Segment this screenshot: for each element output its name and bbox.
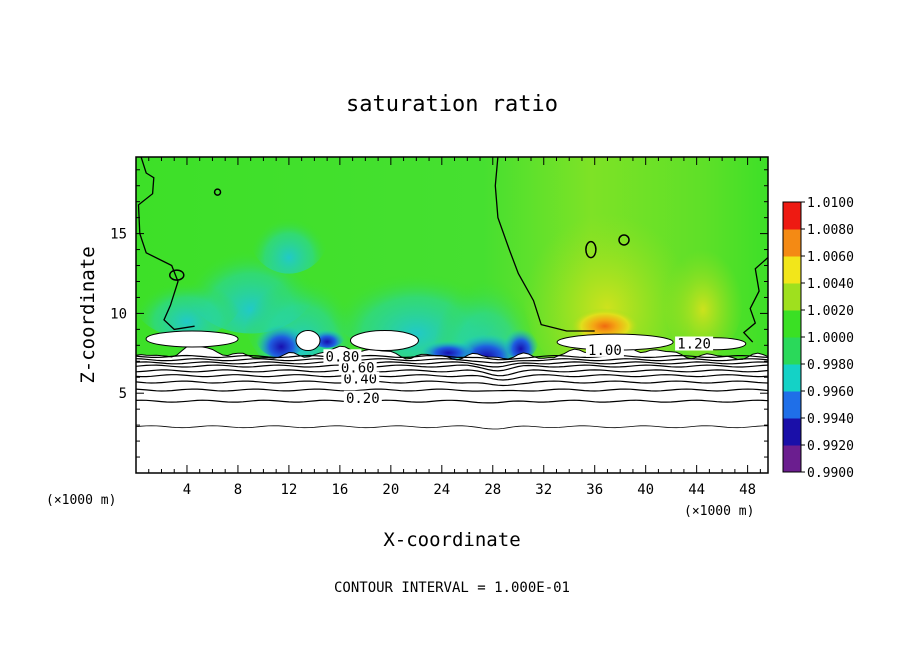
contour-label: 1.00 <box>588 343 622 359</box>
y-tick-label: 10 <box>110 306 127 322</box>
y-tick-label: 5 <box>119 386 127 402</box>
contour-line <box>136 388 768 392</box>
colorbar-band <box>783 364 801 392</box>
contour-line <box>136 358 768 364</box>
colorbar-label: 0.9940 <box>807 412 854 427</box>
z-unit-label: (×1000 m) <box>46 493 116 508</box>
out-of-range-patch <box>349 330 419 352</box>
contour-label: 0.60 <box>341 360 375 376</box>
contour-line <box>136 361 768 368</box>
colorbar-label: 0.9920 <box>807 439 854 454</box>
low-saturation-region <box>248 193 329 274</box>
contour-line <box>213 188 222 196</box>
x-tick-label: 44 <box>688 482 705 498</box>
contour-line <box>136 374 768 381</box>
very-low-saturation-region <box>255 313 308 358</box>
heatmap-field: 0.20 0.400.600.80 1.00 1.20 <box>136 157 768 473</box>
colorbar-label: 0.9960 <box>807 385 854 400</box>
supersaturation-haze <box>663 237 744 358</box>
colorbar-label: 1.0060 <box>807 250 854 265</box>
x-tick-label: 40 <box>637 482 654 498</box>
contour-line <box>136 380 768 387</box>
contour-label-bg <box>323 349 362 364</box>
contour-label-bg <box>585 342 624 357</box>
contour-line <box>136 369 768 377</box>
x-tick-label: 16 <box>331 482 348 498</box>
very-low-saturation-region <box>502 318 539 359</box>
contour-line <box>136 425 768 430</box>
contour-line <box>136 399 768 404</box>
colorbar-label: 1.0040 <box>807 277 854 292</box>
colorbar-label: 1.0020 <box>807 304 854 319</box>
contour-line <box>742 257 768 343</box>
colorbar-label: 0.9980 <box>807 358 854 373</box>
colorbar-band <box>783 229 801 257</box>
colorbar-band <box>783 418 801 446</box>
colorbar-band <box>783 283 801 311</box>
colorbar-band <box>783 445 801 473</box>
chart-title: saturation ratio <box>346 92 558 117</box>
contour-interval-note: CONTOUR INTERVAL = 1.000E-01 <box>334 580 570 596</box>
colorbar-label: 1.0080 <box>807 223 854 238</box>
plot-area: 0.20 0.400.600.80 1.00 1.20 <box>136 157 768 473</box>
out-of-range-patch <box>145 330 239 348</box>
colorbar-label: 1.0000 <box>807 331 854 346</box>
x-unit-label: (×1000 m) <box>684 504 754 519</box>
x-tick-label: 8 <box>234 482 242 498</box>
colorbar-label: 1.0100 <box>807 196 854 211</box>
y-axis-title: Z-coordinate <box>77 246 99 383</box>
contour-line <box>494 157 595 332</box>
contour-label-bg <box>338 360 377 375</box>
colorbar: 0.9900 0.9920 0.9940 0.9960 0.9980 1.0000 1.00… <box>782 196 854 481</box>
contour-label-bg <box>341 371 380 386</box>
contour-line <box>618 234 630 246</box>
very-low-saturation-region <box>420 334 477 359</box>
contour-label: 0.40 <box>343 372 377 388</box>
x-tick-label: 32 <box>535 482 552 498</box>
colorbar-band <box>783 391 801 419</box>
colorbar-band <box>783 202 801 230</box>
contour-label-bg <box>675 336 714 351</box>
contour-line <box>137 157 195 331</box>
x-tick-label: 4 <box>183 482 191 498</box>
contour-label: 0.20 <box>346 391 380 407</box>
x-tick-label: 48 <box>739 482 756 498</box>
x-tick-label: 36 <box>586 482 603 498</box>
colorbar-band <box>783 337 801 365</box>
colorbar-band <box>783 310 801 338</box>
contour-line <box>136 364 768 372</box>
contour-line <box>585 240 597 259</box>
out-of-range-patch <box>295 330 321 352</box>
contour-label-bg <box>343 390 382 405</box>
x-tick-label: 24 <box>433 482 450 498</box>
contour-label: 1.20 <box>677 337 711 353</box>
contour-label: 0.80 <box>326 349 360 365</box>
x-axis-title: X-coordinate <box>383 529 520 551</box>
low-saturation-region <box>136 257 242 338</box>
x-tick-label: 20 <box>382 482 399 498</box>
contour-line <box>136 354 768 361</box>
contour-line <box>169 269 185 281</box>
plot-frame <box>135 156 769 474</box>
colorbar-band <box>783 256 801 284</box>
x-tick-label: 28 <box>484 482 501 498</box>
colorbar-label: 0.9900 <box>807 466 854 481</box>
y-tick-label: 15 <box>110 227 127 243</box>
x-tick-label: 12 <box>280 482 297 498</box>
